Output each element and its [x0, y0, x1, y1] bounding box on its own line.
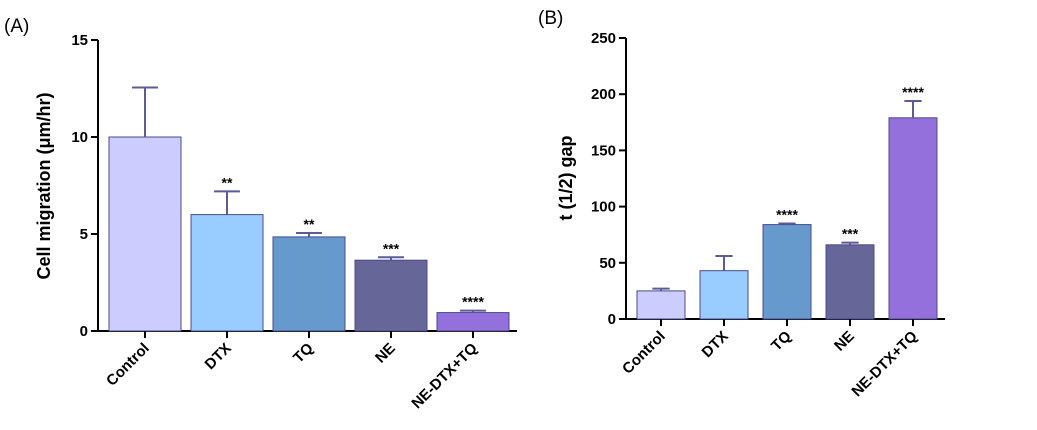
y-axis-title: t (1/2) gap	[556, 135, 576, 220]
bar-ne	[354, 259, 428, 332]
bar-dtx	[699, 270, 749, 320]
bar-ne-dtx-tq	[436, 312, 510, 332]
panel-label: (B)	[538, 8, 563, 29]
y-tick-label: 0	[80, 323, 88, 340]
x-tick-label: NE	[831, 328, 858, 355]
significance-label: ****	[462, 294, 484, 310]
y-tick-label: 15	[71, 32, 88, 49]
bar-tq	[272, 236, 346, 332]
y-axis-title: Cell migration (μm/hr)	[34, 92, 54, 279]
panel-label: (A)	[4, 16, 29, 37]
bar-tq	[762, 224, 812, 320]
x-tick-label: NE	[372, 340, 399, 367]
y-tick-label: 50	[599, 255, 616, 272]
x-tick-label: Control	[103, 340, 153, 390]
x-tick-label: NE-DTX+TQ	[408, 340, 481, 413]
x-tick-label: DTX	[202, 340, 235, 373]
bar-ne-dtx-tq	[888, 117, 938, 320]
y-tick-label: 100	[591, 199, 616, 216]
y-tick-label: 0	[608, 311, 616, 328]
y-tick-label: 150	[591, 142, 616, 159]
x-tick-label: NE-DTX+TQ	[848, 328, 921, 401]
bar-control	[636, 290, 686, 320]
x-tick-label: TQ	[768, 328, 795, 355]
y-tick-label: 200	[591, 86, 616, 103]
bar-dtx	[190, 214, 264, 332]
x-tick-label: Control	[619, 328, 669, 378]
x-tick-label: DTX	[699, 328, 732, 361]
x-tick-label: TQ	[290, 340, 317, 367]
significance-label: **	[304, 216, 315, 232]
significance-label: ***	[842, 226, 859, 242]
y-tick-label: 10	[71, 129, 88, 146]
chart-panel-2: (B) 0 50 100 150 200 250 t (1/2) gap Control DTX *…	[538, 8, 945, 400]
significance-label: ****	[902, 84, 924, 100]
y-tick-label: 250	[591, 30, 616, 47]
significance-label: **	[222, 174, 233, 190]
significance-label: ****	[776, 206, 798, 222]
bar-ne	[825, 244, 875, 320]
significance-label: ***	[383, 240, 400, 256]
chart-panel-1: (A) 0 5 10 15 Cell migration (μm/hr) Control **…	[4, 16, 517, 412]
y-tick-label: 5	[80, 226, 88, 243]
bar-control	[108, 136, 182, 332]
